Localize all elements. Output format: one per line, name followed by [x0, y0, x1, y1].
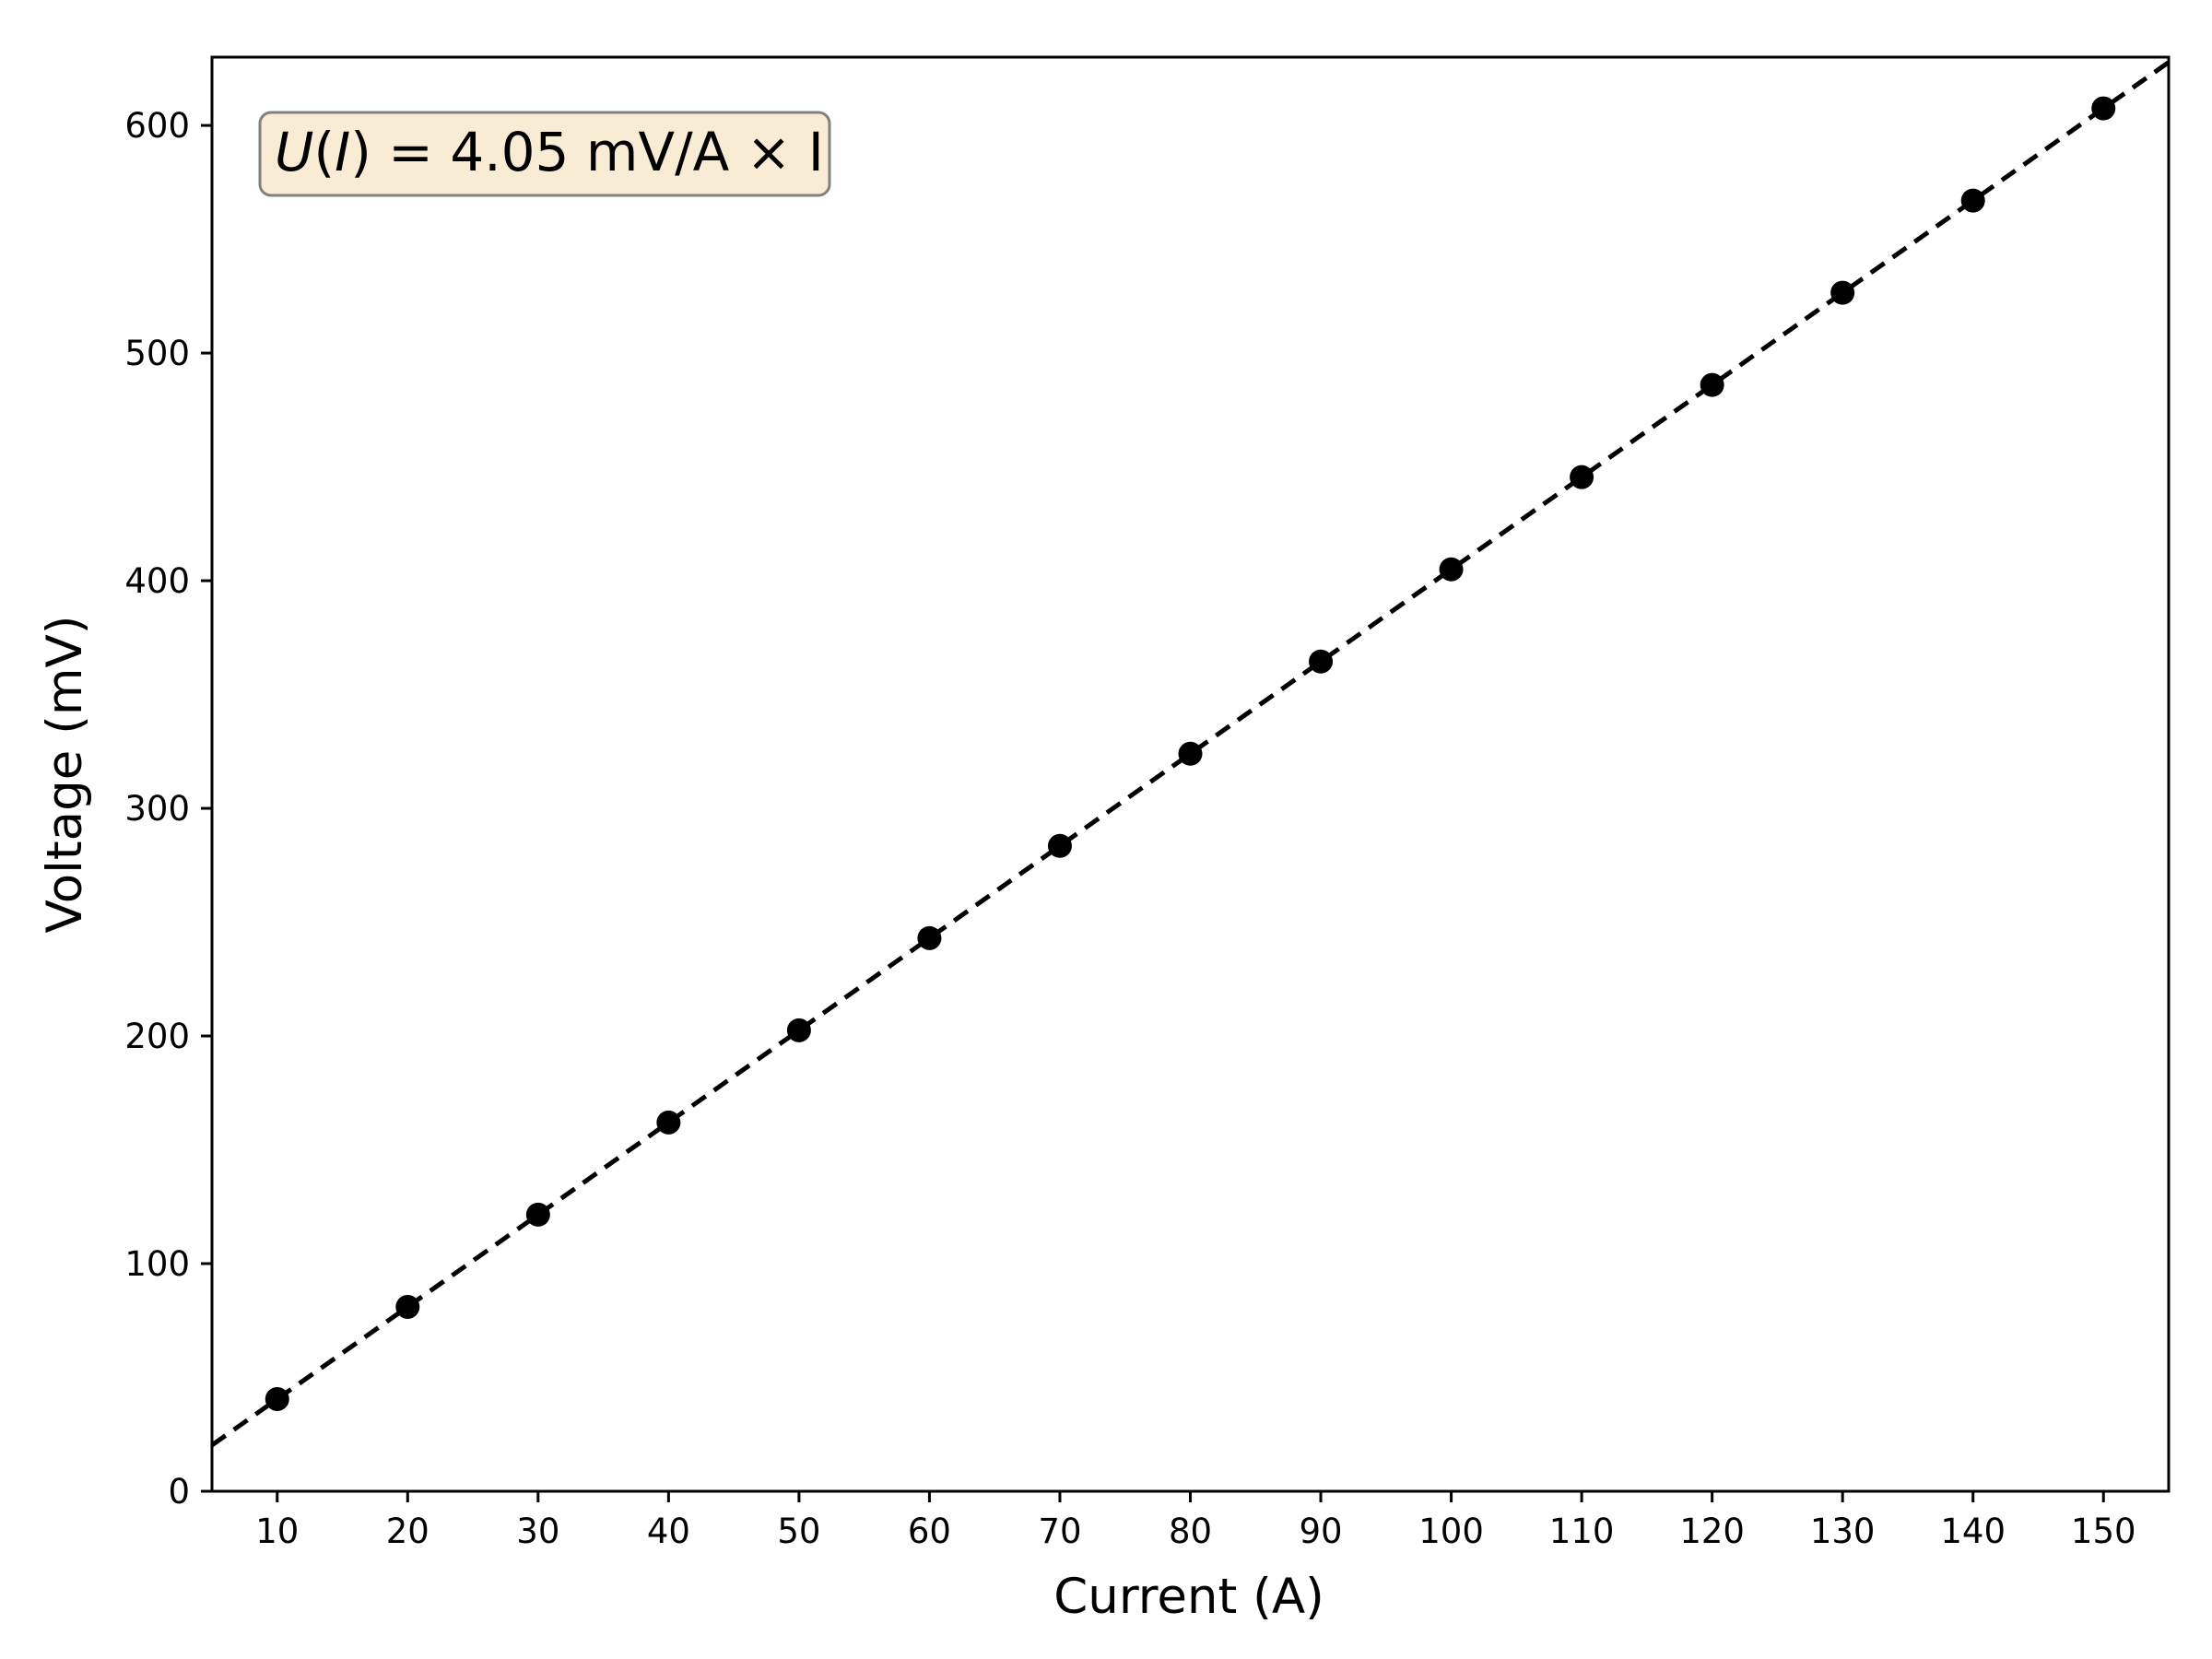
- x-tick-label: 10: [255, 1512, 299, 1551]
- data-point: [395, 1294, 420, 1319]
- equation-annotation: U(I) = 4.05 mV/A × I: [258, 111, 831, 197]
- y-tick-label: 500: [124, 334, 190, 373]
- x-tick-label: 50: [777, 1512, 820, 1551]
- x-axis-label: Current (A): [1053, 1569, 1324, 1625]
- x-tick-label: 40: [647, 1512, 690, 1551]
- y-tick-label: 100: [124, 1244, 190, 1284]
- x-tick-label: 20: [386, 1512, 429, 1551]
- x-tick-label: 140: [1940, 1512, 2006, 1551]
- data-point: [1570, 465, 1594, 489]
- equation-lhs-argument: I: [335, 121, 350, 183]
- equation-open-paren: (: [313, 121, 335, 183]
- x-tick-label: 120: [1679, 1512, 1745, 1551]
- x-tick-label: 130: [1810, 1512, 1876, 1551]
- y-tick-label: 0: [168, 1472, 190, 1512]
- x-tick-label: 70: [1038, 1512, 1081, 1551]
- data-point: [1830, 280, 1855, 305]
- x-tick-label: 60: [908, 1512, 951, 1551]
- data-point: [1178, 741, 1203, 766]
- x-tick-label: 100: [1418, 1512, 1484, 1551]
- data-point: [1960, 188, 1985, 213]
- equation-close-paren: ): [350, 121, 371, 183]
- y-tick-label: 200: [124, 1017, 190, 1056]
- equation-annotation-text: U(I) = 4.05 mV/A × I: [275, 121, 824, 183]
- data-point: [917, 925, 942, 950]
- y-axis-label: Voltage (mV): [37, 616, 93, 934]
- data-point: [2091, 96, 2116, 121]
- data-point: [1700, 372, 1724, 397]
- x-tick-label: 80: [1169, 1512, 1212, 1551]
- y-tick-label: 300: [124, 789, 190, 829]
- y-axis-ticks: 0 100 200 300 400 500 600: [124, 106, 212, 1512]
- x-tick-label: 110: [1549, 1512, 1615, 1551]
- x-tick-label: 90: [1299, 1512, 1342, 1551]
- data-point: [1439, 557, 1464, 582]
- data-point: [1309, 649, 1334, 674]
- data-point: [786, 1018, 811, 1042]
- data-points-layer: [265, 96, 2116, 1411]
- y-tick-label: 600: [124, 106, 190, 146]
- data-point: [525, 1202, 550, 1227]
- data-point: [656, 1110, 681, 1135]
- x-axis-ticks: 10 20 30 40 50 60 70 80 90 100 110 120 130 140 150: [255, 1491, 2136, 1551]
- x-tick-label: 30: [516, 1512, 559, 1551]
- x-tick-label: 150: [2071, 1512, 2136, 1551]
- equation-rhs: = 4.05 mV/A × I: [371, 121, 824, 183]
- equation-lhs: U: [275, 121, 313, 183]
- data-point: [265, 1386, 289, 1411]
- data-point: [1047, 833, 1072, 858]
- y-tick-label: 400: [124, 561, 190, 601]
- equation-annotation-box: [258, 111, 831, 197]
